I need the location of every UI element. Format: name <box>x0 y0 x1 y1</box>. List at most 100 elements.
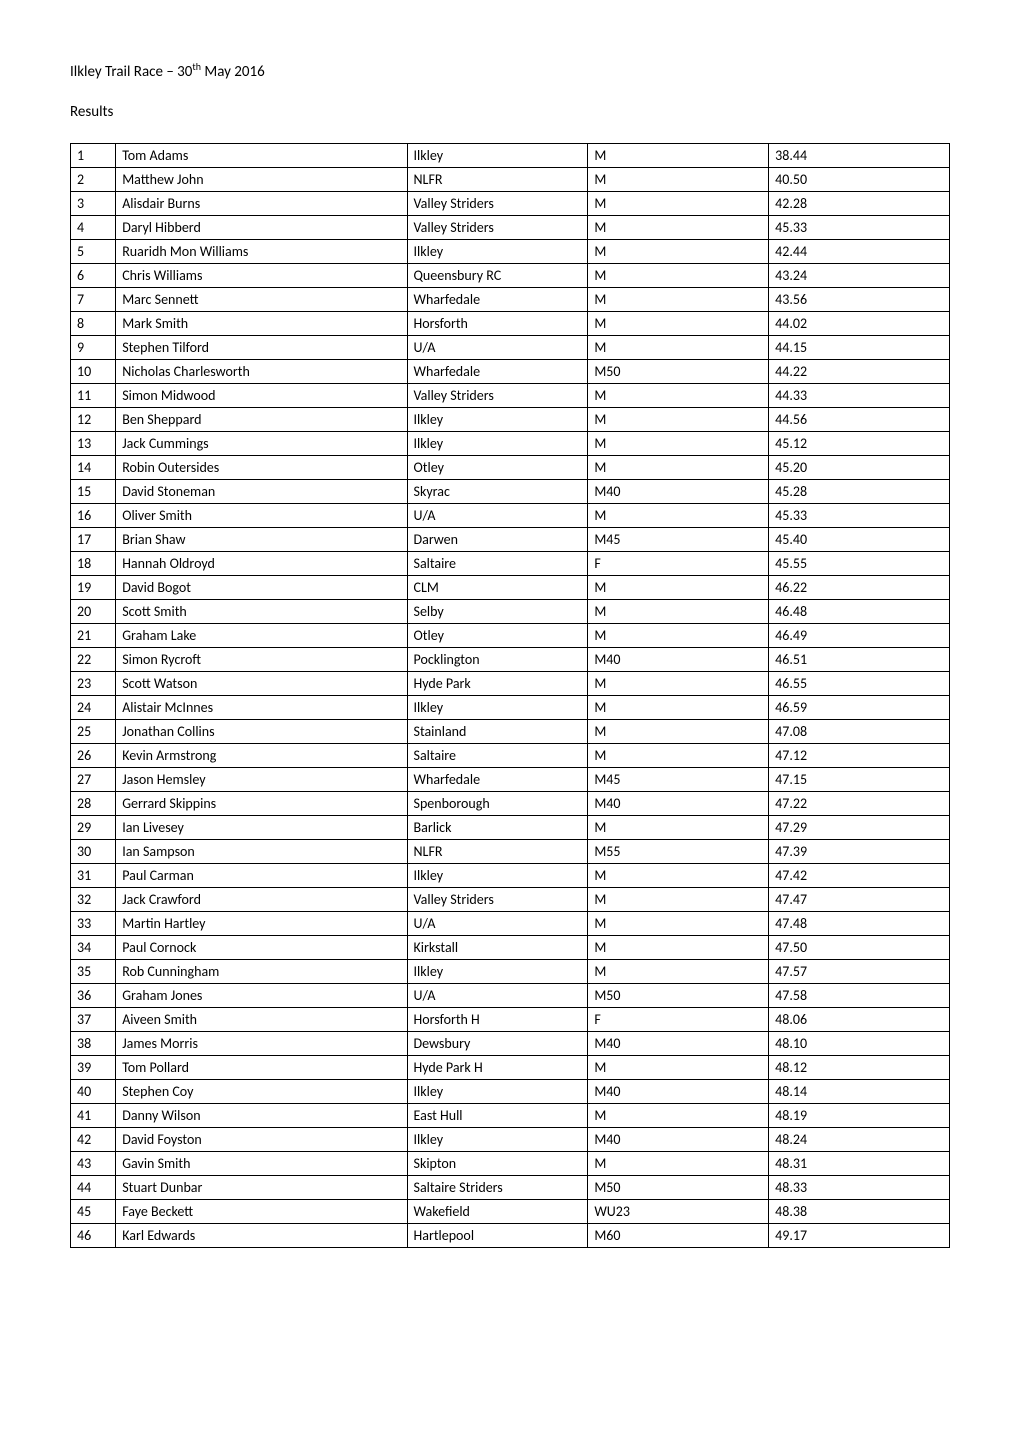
cell-category: M <box>588 216 769 240</box>
cell-time: 47.50 <box>769 936 950 960</box>
cell-name: Scott Watson <box>116 672 407 696</box>
cell-time: 44.15 <box>769 336 950 360</box>
cell-name: Oliver Smith <box>116 504 407 528</box>
table-row: 33Martin HartleyU/AM47.48 <box>71 912 950 936</box>
table-row: 14Robin OutersidesOtleyM45.20 <box>71 456 950 480</box>
cell-club: Otley <box>407 456 588 480</box>
cell-position: 16 <box>71 504 116 528</box>
table-row: 20Scott SmithSelbyM46.48 <box>71 600 950 624</box>
cell-position: 15 <box>71 480 116 504</box>
cell-position: 41 <box>71 1104 116 1128</box>
cell-time: 48.10 <box>769 1032 950 1056</box>
cell-position: 13 <box>71 432 116 456</box>
cell-category: M40 <box>588 1032 769 1056</box>
cell-time: 45.28 <box>769 480 950 504</box>
cell-club: Wharfedale <box>407 360 588 384</box>
cell-time: 45.20 <box>769 456 950 480</box>
cell-name: Nicholas Charlesworth <box>116 360 407 384</box>
cell-time: 47.15 <box>769 768 950 792</box>
cell-club: Kirkstall <box>407 936 588 960</box>
cell-club: Skipton <box>407 1152 588 1176</box>
cell-category: F <box>588 1008 769 1032</box>
cell-club: Ilkley <box>407 432 588 456</box>
cell-name: Paul Cornock <box>116 936 407 960</box>
cell-name: Hannah Oldroyd <box>116 552 407 576</box>
cell-name: Mark Smith <box>116 312 407 336</box>
cell-name: Karl Edwards <box>116 1224 407 1248</box>
title-suffix: May 2016 <box>201 63 265 81</box>
cell-time: 47.58 <box>769 984 950 1008</box>
cell-name: James Morris <box>116 1032 407 1056</box>
table-row: 34Paul CornockKirkstallM47.50 <box>71 936 950 960</box>
cell-club: Valley Striders <box>407 216 588 240</box>
table-row: 6Chris WilliamsQueensbury RCM43.24 <box>71 264 950 288</box>
cell-category: M <box>588 432 769 456</box>
cell-club: NLFR <box>407 840 588 864</box>
cell-club: U/A <box>407 504 588 528</box>
table-row: 1Tom AdamsIlkleyM38.44 <box>71 144 950 168</box>
cell-category: M <box>588 1152 769 1176</box>
cell-time: 38.44 <box>769 144 950 168</box>
cell-name: Stephen Coy <box>116 1080 407 1104</box>
cell-time: 44.56 <box>769 408 950 432</box>
results-table: 1Tom AdamsIlkleyM38.442Matthew JohnNLFRM… <box>70 143 950 1248</box>
cell-position: 33 <box>71 912 116 936</box>
page-subtitle: Results <box>70 103 950 121</box>
cell-category: M50 <box>588 360 769 384</box>
cell-position: 35 <box>71 960 116 984</box>
cell-time: 48.06 <box>769 1008 950 1032</box>
cell-category: M <box>588 384 769 408</box>
table-row: 35Rob CunninghamIlkleyM47.57 <box>71 960 950 984</box>
table-row: 28Gerrard SkippinsSpenboroughM4047.22 <box>71 792 950 816</box>
cell-position: 29 <box>71 816 116 840</box>
cell-category: M <box>588 240 769 264</box>
cell-category: M <box>588 720 769 744</box>
cell-club: Ilkley <box>407 240 588 264</box>
title-super: th <box>192 60 201 73</box>
cell-name: Paul Carman <box>116 864 407 888</box>
table-row: 21Graham LakeOtleyM46.49 <box>71 624 950 648</box>
cell-name: Stephen Tilford <box>116 336 407 360</box>
cell-position: 6 <box>71 264 116 288</box>
title-prefix: Ilkley Trail Race – 30 <box>70 63 192 81</box>
cell-category: WU23 <box>588 1200 769 1224</box>
cell-club: Stainland <box>407 720 588 744</box>
cell-name: Marc Sennett <box>116 288 407 312</box>
cell-category: M <box>588 456 769 480</box>
cell-position: 14 <box>71 456 116 480</box>
cell-position: 10 <box>71 360 116 384</box>
cell-position: 8 <box>71 312 116 336</box>
table-row: 13Jack CummingsIlkleyM45.12 <box>71 432 950 456</box>
cell-position: 37 <box>71 1008 116 1032</box>
table-row: 31Paul CarmanIlkleyM47.42 <box>71 864 950 888</box>
cell-club: Spenborough <box>407 792 588 816</box>
cell-position: 22 <box>71 648 116 672</box>
table-row: 22Simon RycroftPocklingtonM4046.51 <box>71 648 950 672</box>
cell-category: M <box>588 168 769 192</box>
cell-club: Selby <box>407 600 588 624</box>
cell-club: Queensbury RC <box>407 264 588 288</box>
table-row: 23Scott WatsonHyde ParkM46.55 <box>71 672 950 696</box>
cell-club: Saltaire <box>407 552 588 576</box>
cell-name: Simon Rycroft <box>116 648 407 672</box>
table-row: 41Danny WilsonEast HullM48.19 <box>71 1104 950 1128</box>
cell-name: Ben Sheppard <box>116 408 407 432</box>
cell-category: F <box>588 552 769 576</box>
cell-club: Wharfedale <box>407 288 588 312</box>
cell-time: 48.24 <box>769 1128 950 1152</box>
cell-name: Gerrard Skippins <box>116 792 407 816</box>
cell-category: M <box>588 192 769 216</box>
cell-club: Hyde Park H <box>407 1056 588 1080</box>
cell-time: 44.22 <box>769 360 950 384</box>
cell-position: 45 <box>71 1200 116 1224</box>
table-row: 39Tom PollardHyde Park HM48.12 <box>71 1056 950 1080</box>
page-title: Ilkley Trail Race – 30th May 2016 <box>70 60 950 81</box>
cell-time: 48.14 <box>769 1080 950 1104</box>
cell-time: 48.12 <box>769 1056 950 1080</box>
table-row: 24Alistair McInnesIlkleyM46.59 <box>71 696 950 720</box>
cell-position: 18 <box>71 552 116 576</box>
cell-time: 48.19 <box>769 1104 950 1128</box>
cell-club: Skyrac <box>407 480 588 504</box>
table-row: 15David StonemanSkyracM4045.28 <box>71 480 950 504</box>
cell-name: Ian Sampson <box>116 840 407 864</box>
